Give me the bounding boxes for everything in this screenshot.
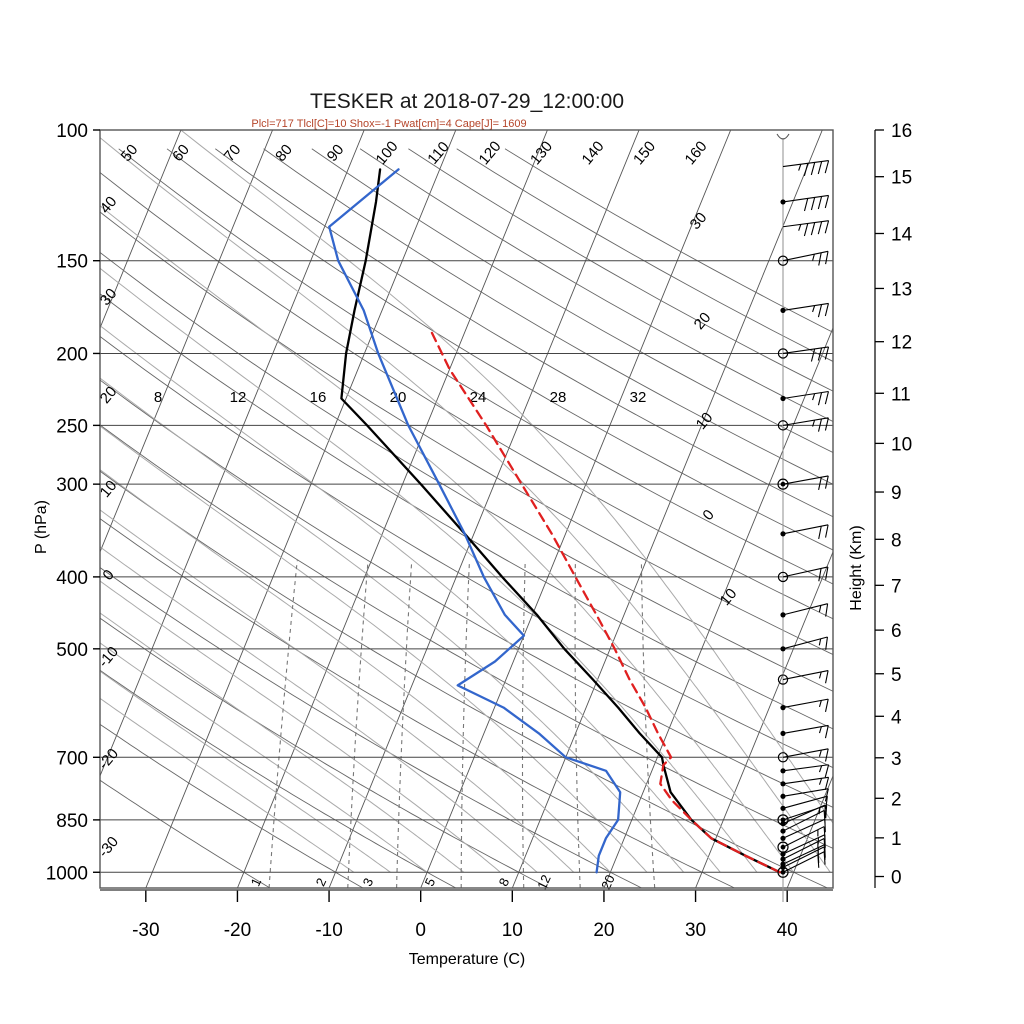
temperature-tick-label: -30: [132, 920, 159, 941]
y-axis-pressure: 100 150 200 250 300 400 500 700 850 1000: [46, 121, 100, 884]
height-axis-title: Height (Km): [848, 525, 865, 610]
wind-barb: [780, 390, 829, 406]
pressure-tick-label: 150: [56, 252, 88, 273]
moist-adiabat-label: 8: [154, 389, 162, 406]
height-tick-label: 3: [891, 749, 902, 770]
height-tick-label: 13: [891, 279, 912, 300]
isobar-lines: [100, 129, 833, 873]
height-tick-label: 14: [891, 224, 913, 245]
temperature-tick-label: 30: [685, 920, 706, 941]
wind-barb: [780, 776, 830, 791]
moist-adiabat-label: 12: [230, 389, 247, 406]
wind-barb: [777, 826, 826, 853]
wind-barb: [780, 724, 829, 739]
pressure-tick-label: 1000: [46, 863, 88, 884]
height-tick-label: 5: [891, 665, 902, 686]
mixing-ratio-label: 12: [534, 872, 554, 891]
x-axis-title: Temperature (C): [409, 951, 525, 968]
moist-adiabat-label: 32: [630, 389, 647, 406]
wind-barb: [782, 160, 830, 176]
wind-barb: [777, 566, 829, 583]
temperature-tick-label: 0: [415, 920, 426, 941]
wind-barb: [780, 764, 830, 778]
y-axis-title: P (hPa): [33, 500, 50, 554]
wind-barb: [780, 809, 826, 834]
moist-adiabat-label: 28: [550, 389, 567, 406]
pressure-tick-label: 200: [56, 344, 88, 365]
pressure-tick-label: 500: [56, 640, 88, 661]
sounding-indices-subtitle: Plcl=717 Tlcl[C]=10 Shox=-1 Pwat[cm]=4 C…: [251, 118, 526, 130]
plot-frame: [99, 129, 834, 889]
height-tick-label: 0: [891, 868, 902, 889]
pressure-tick-label: 400: [56, 568, 88, 589]
temperature-tick-label: -20: [224, 920, 251, 941]
temperature-tick-label: -10: [315, 920, 342, 941]
profile-line-temperature: [340, 168, 782, 874]
wind-barb: [777, 804, 828, 826]
wind-barb: [780, 788, 829, 802]
height-tick-label: 7: [891, 576, 902, 597]
pressure-tick-label: 700: [56, 748, 88, 769]
height-tick-label: 8: [891, 530, 902, 551]
height-tick-label: 16: [891, 121, 912, 142]
wind-barb: [780, 636, 828, 652]
profile-line-dewpoint: [328, 168, 622, 874]
wind-barb: [777, 417, 829, 432]
wind-barb-column: [776, 133, 830, 902]
height-tick-label: 10: [891, 434, 912, 455]
temperature-tick-label: 20: [593, 920, 614, 941]
wind-barb: [780, 194, 830, 212]
moist-adiabat-label: 16: [310, 389, 327, 406]
temperature-tick-label: 40: [777, 920, 798, 941]
pressure-tick-label: 300: [56, 475, 88, 496]
height-tick-label: 11: [891, 384, 911, 405]
height-tick-label: 6: [891, 621, 902, 642]
height-tick-label: 1: [891, 829, 902, 850]
wind-barb: [780, 795, 828, 811]
wind-barb: [777, 748, 829, 763]
height-tick-label: 15: [891, 168, 912, 189]
height-tick-label: 2: [891, 789, 902, 810]
moist-adiabat-label: 24: [470, 389, 487, 406]
wind-barb: [780, 524, 829, 540]
wind-barb: [777, 346, 830, 362]
wind-barb: [777, 250, 829, 266]
pressure-tick-label: 250: [56, 416, 88, 437]
wind-barb: [777, 475, 829, 490]
wind-barb: [782, 220, 830, 237]
wind-barb: [780, 302, 829, 318]
sounding-profiles: [328, 168, 782, 874]
pressure-tick-label: 850: [56, 811, 88, 832]
wind-barb: [777, 669, 829, 685]
x-axis: -30 -20 -10 0 10 20 30 40: [100, 889, 833, 941]
height-tick-label: 9: [891, 483, 902, 504]
page-title: TESKER at 2018-07-29_12:00:00: [310, 90, 624, 113]
mixing-ratio-label: 20: [598, 872, 618, 891]
pressure-tick-label: 100: [56, 121, 88, 142]
temperature-tick-label: 10: [502, 920, 523, 941]
wind-barb: [780, 603, 829, 618]
height-tick-label: 4: [891, 707, 902, 728]
height-tick-label: 12: [891, 333, 912, 354]
wind-barb: [780, 698, 829, 712]
